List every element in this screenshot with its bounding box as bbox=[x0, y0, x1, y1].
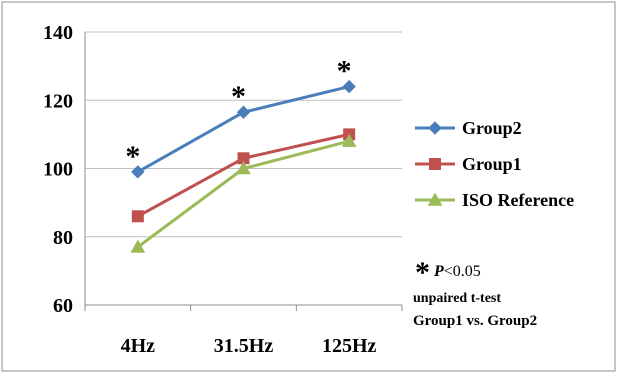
data-point bbox=[131, 210, 144, 223]
y-tick-label: 140 bbox=[43, 22, 73, 44]
x-tick-label: 125Hz bbox=[322, 335, 377, 357]
y-tick-label: 60 bbox=[53, 295, 73, 317]
data-point bbox=[236, 160, 251, 175]
x-tick-label: 31.5Hz bbox=[214, 335, 274, 357]
significance-note: * P<0.05 unpaired t-test Group1 vs. Grou… bbox=[413, 256, 537, 329]
data-point bbox=[341, 133, 357, 147]
significance-markers: * * * bbox=[125, 55, 351, 173]
significance-asterisk: * bbox=[231, 80, 246, 113]
data-point bbox=[236, 105, 251, 119]
note-p-label: P bbox=[433, 263, 444, 280]
note-asterisk: * bbox=[415, 256, 430, 289]
x-tick-label: 4Hz bbox=[121, 335, 156, 357]
axes: 60 80 100 120 140 4Hz 31.5Hz 125Hz bbox=[43, 22, 403, 357]
significance-asterisk: * bbox=[337, 55, 352, 88]
legend-label: ISO Reference bbox=[462, 190, 574, 210]
legend-marker bbox=[427, 192, 443, 206]
legend: Group2 Group1 ISO Reference bbox=[415, 118, 574, 210]
legend-marker bbox=[429, 158, 441, 170]
data-point bbox=[131, 165, 145, 179]
significance-asterisk: * bbox=[125, 140, 140, 173]
data-point bbox=[130, 239, 146, 253]
y-tick-label: 80 bbox=[53, 227, 73, 249]
legend-label: Group2 bbox=[462, 118, 522, 138]
note-comparison-line: Group1 vs. Group2 bbox=[413, 313, 537, 329]
note-p-value: P<0.05 bbox=[433, 263, 481, 280]
data-point bbox=[342, 79, 356, 94]
legend-label: Group1 bbox=[462, 154, 522, 174]
chart-border bbox=[1, 1, 616, 372]
note-p-threshold: <0.05 bbox=[444, 263, 481, 280]
y-tick-label: 120 bbox=[43, 90, 73, 112]
y-tick-label: 100 bbox=[43, 159, 73, 181]
series bbox=[130, 79, 357, 253]
legend-marker bbox=[428, 121, 442, 135]
note-test-line: unpaired t-test bbox=[413, 291, 501, 306]
